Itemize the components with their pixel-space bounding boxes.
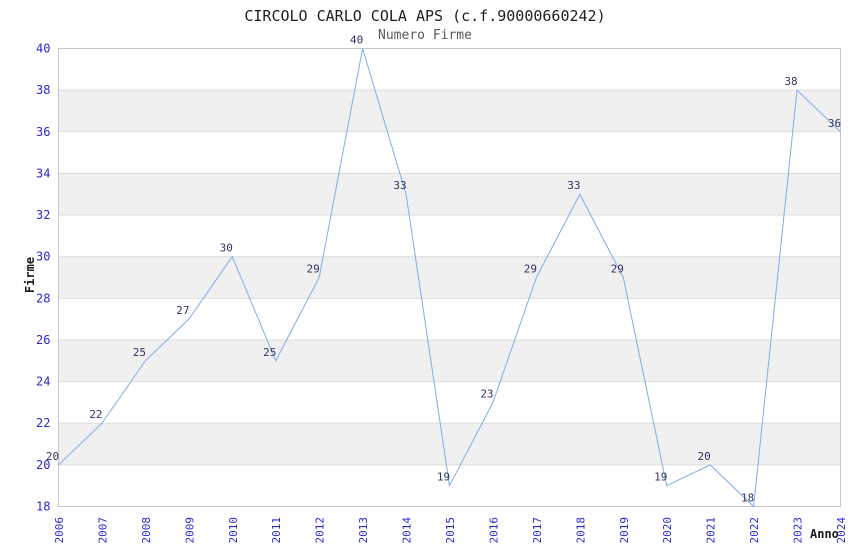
x-axis-title: Anno xyxy=(810,527,839,541)
data-point-label: 29 xyxy=(611,263,624,276)
x-tick-label: 2013 xyxy=(357,517,370,544)
data-point-label: 20 xyxy=(698,450,711,463)
data-point-label: 18 xyxy=(741,492,754,505)
y-tick-label: 40 xyxy=(36,42,50,56)
data-point-label: 25 xyxy=(263,346,276,359)
x-tick-label: 2017 xyxy=(531,517,544,544)
grid-band xyxy=(58,90,841,132)
x-tick-label: 2007 xyxy=(96,517,109,544)
data-point-label: 20 xyxy=(46,450,59,463)
x-tick-label: 2018 xyxy=(574,517,587,544)
y-tick-label: 34 xyxy=(36,166,50,180)
y-axis-title: Firme xyxy=(23,256,37,294)
data-point-label: 23 xyxy=(480,387,493,400)
x-tick-label: 2012 xyxy=(314,517,327,544)
x-tick-label: 2022 xyxy=(748,517,761,544)
y-tick-label: 30 xyxy=(36,250,50,264)
y-tick-label: 32 xyxy=(36,208,50,222)
y-tick-label: 36 xyxy=(36,125,50,139)
y-tick-label: 24 xyxy=(36,375,50,389)
data-point-label: 29 xyxy=(307,263,320,276)
grid-band xyxy=(58,256,841,299)
x-tick-label: 2015 xyxy=(444,517,457,544)
x-tick-label: 2006 xyxy=(53,517,66,544)
chart-subtitle: Numero Firme xyxy=(378,28,472,43)
x-tick-label: 2024 xyxy=(835,517,848,544)
x-tick-label: 2010 xyxy=(227,517,240,544)
x-tick-label: 2011 xyxy=(270,517,283,544)
y-tick-label: 38 xyxy=(36,83,50,97)
data-point-label: 38 xyxy=(784,75,797,88)
x-tick-label: 2023 xyxy=(792,517,805,544)
x-tick-label: 2009 xyxy=(183,517,196,544)
data-point-label: 25 xyxy=(133,346,146,359)
data-point-label: 19 xyxy=(437,471,450,484)
data-point-label: 40 xyxy=(350,34,363,47)
data-point-label: 19 xyxy=(654,471,667,484)
data-point-label: 29 xyxy=(524,263,537,276)
y-tick-label: 22 xyxy=(36,416,50,430)
data-point-label: 27 xyxy=(176,304,189,317)
x-tick-label: 2021 xyxy=(705,517,718,544)
grid-band xyxy=(58,423,841,465)
x-tick-label: 2019 xyxy=(618,517,631,544)
grid-band xyxy=(58,339,841,382)
data-line xyxy=(58,48,841,508)
plot-border xyxy=(58,48,841,507)
chart-title: CIRCOLO CARLO COLA APS (c.f.90000660242) xyxy=(244,7,606,25)
data-point-label: 30 xyxy=(220,242,233,255)
y-tick-label: 20 xyxy=(36,458,50,472)
data-point-label: 36 xyxy=(828,117,841,130)
data-point-label: 33 xyxy=(567,179,580,192)
grid-band xyxy=(58,173,841,216)
data-point-label: 33 xyxy=(393,179,406,192)
x-tick-label: 2008 xyxy=(140,517,153,544)
x-tick-label: 2016 xyxy=(487,517,500,544)
y-tick-label: 18 xyxy=(36,500,50,514)
y-tick-label: 26 xyxy=(36,333,50,347)
y-tick-label: 28 xyxy=(36,291,50,305)
data-point-label: 22 xyxy=(89,408,102,421)
x-tick-label: 2020 xyxy=(661,517,674,544)
x-tick-label: 2014 xyxy=(401,517,414,544)
